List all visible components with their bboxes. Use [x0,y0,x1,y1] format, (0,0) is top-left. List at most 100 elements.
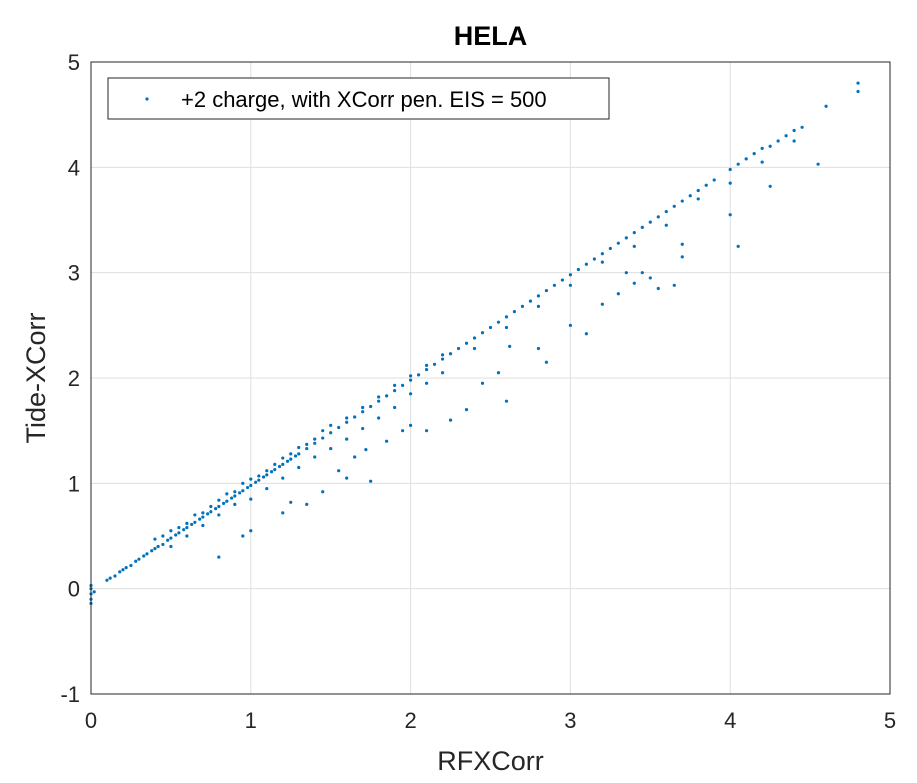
data-point [321,429,325,433]
data-point [632,231,636,235]
data-point [856,81,860,85]
data-point [600,302,604,306]
data-point [169,529,173,533]
data-point [249,529,253,533]
data-point [632,281,636,285]
data-point [345,420,349,424]
data-point [177,525,181,530]
data-point [182,528,186,532]
data-point [656,215,660,219]
data-point [448,418,453,422]
data-point [480,381,485,385]
data-point [241,481,245,485]
data-points [89,81,860,606]
data-point [784,134,788,138]
data-point [185,521,189,525]
data-point [209,504,213,509]
data-point [401,429,405,433]
data-point [92,590,96,594]
data-point [129,563,133,568]
data-point [560,278,565,282]
data-point [337,469,341,473]
data-point [424,381,429,385]
data-point [241,489,245,493]
data-point [161,542,165,547]
data-point [504,399,509,403]
data-point [201,515,205,519]
data-point [150,549,154,553]
data-point [568,273,573,277]
data-point [544,360,549,364]
data-point [504,325,509,330]
data-point [512,310,517,314]
data-point [281,462,285,466]
data-point [113,574,117,578]
data-point [744,157,748,161]
data-point [648,220,652,224]
data-point [664,223,668,227]
data-point [608,246,612,251]
data-point [656,286,660,291]
data-point [217,513,221,517]
data-point [169,544,173,549]
data-point [345,416,349,420]
data-point [321,436,325,440]
data-point [313,455,317,459]
data-point [217,498,221,502]
data-point [752,152,756,156]
data-point [584,332,588,336]
data-point [329,423,333,427]
data-point [664,209,668,214]
data-point [174,533,178,537]
x-tick-label: 4 [724,708,736,733]
data-point [201,523,205,528]
data-point [464,408,469,412]
data-point [145,552,149,556]
data-point [712,178,716,182]
x-tick-label: 2 [404,708,416,733]
data-point [401,383,405,387]
data-point [696,197,700,201]
data-point [246,485,250,490]
data-point [241,534,245,538]
x-tick-label: 1 [245,708,257,733]
data-point [688,194,692,198]
x-tick-label: 0 [85,708,97,733]
data-point [297,465,301,470]
data-point [253,480,258,484]
data-point [193,513,197,517]
y-tick-label: 5 [68,50,80,75]
legend: +2 charge, with XCorr pen. EIS = 500 [107,77,610,120]
data-point [249,483,253,488]
data-point [105,578,109,582]
y-tick-labels: -1 0 1 2 3 4 5 [60,50,80,707]
data-point [592,257,596,261]
data-point [225,499,229,503]
y-tick-label: 4 [68,155,80,180]
data-point [261,475,266,479]
data-point [305,442,309,446]
data-point [277,464,282,469]
data-point [816,162,820,166]
data-point [153,547,157,551]
data-point [536,304,541,308]
data-point [680,199,684,203]
data-point [504,315,509,319]
data-point [329,431,333,435]
data-point [124,566,128,570]
data-point [624,271,628,275]
data-point [432,362,437,366]
data-point [281,511,285,515]
data-point [409,374,413,378]
data-point [385,394,389,398]
data-point [616,241,620,245]
data-point [305,446,309,451]
data-point [448,352,453,356]
data-point [824,104,828,108]
data-point [281,456,285,460]
data-point [568,283,573,287]
data-point [273,468,277,472]
data-point [364,448,368,452]
data-point [736,162,740,166]
